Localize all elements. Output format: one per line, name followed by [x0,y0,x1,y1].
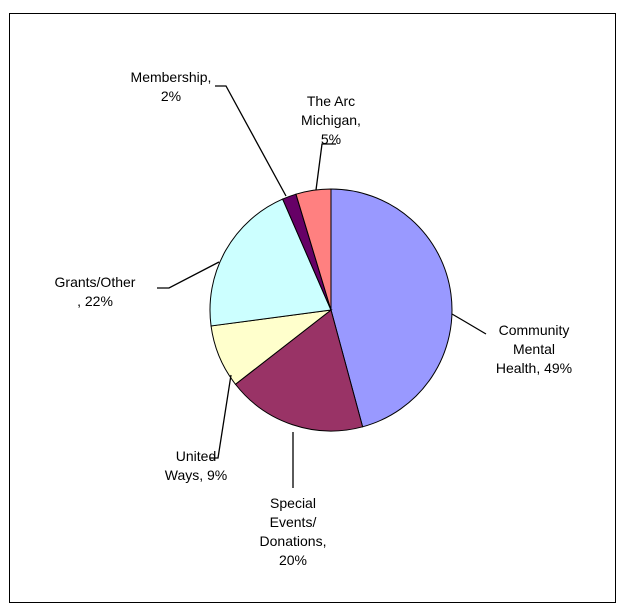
leader-line-community-mental-health [451,313,487,335]
data-label-membership: Membership, 2% [131,69,212,104]
leader-line-grants-other [157,261,220,289]
leader-line-the-arc-michigan [315,143,336,191]
slice-special-events-donations [234,309,364,432]
leader-lines [157,85,487,488]
slice-the-arc-michigan [295,188,332,311]
data-label-grants-other: Grants/Other, 22% [55,274,136,309]
leader-line-membership [215,85,287,197]
slice-community-mental-health [330,188,453,428]
leader-line-united-ways [210,374,232,459]
data-label-community-mental-health: Community Mental Health, 49% [496,322,572,376]
data-label-special-events-donations: Special Events/Donations, 20% [260,495,327,568]
slice-grants-other [209,198,332,327]
data-label-united-ways: United Ways, 9% [165,448,228,483]
data-labels: Community Mental Health, 49% Special Events/… [55,69,573,568]
pie-slices [209,188,453,432]
data-label-the-arc-michigan: The Arc Michigan, 5% [301,93,361,147]
